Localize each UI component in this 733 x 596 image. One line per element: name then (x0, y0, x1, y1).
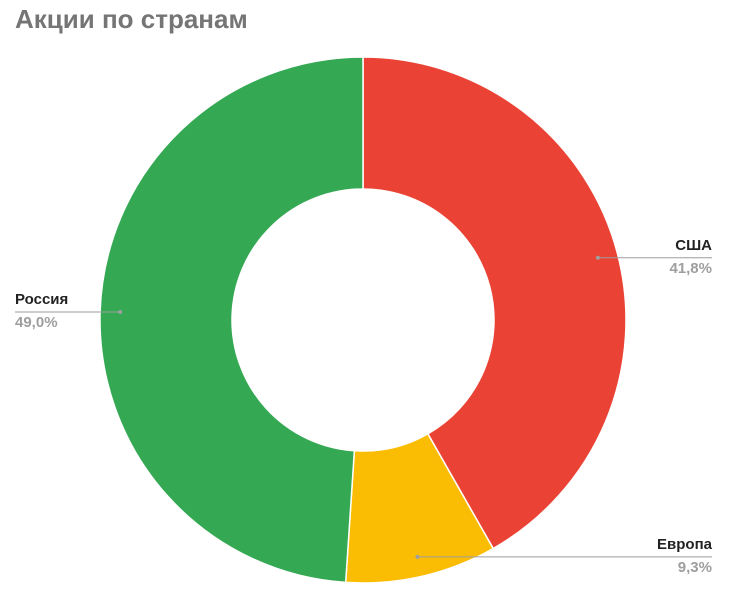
slice (362, 56, 627, 550)
slice-label: США (675, 237, 712, 254)
value-label: 41,8% (669, 260, 712, 277)
slice (99, 56, 364, 584)
leader-dot (118, 309, 123, 314)
chart-title: Акции по странам (15, 4, 248, 34)
value-label: 9,3% (678, 559, 712, 576)
leader-dot (415, 554, 420, 559)
leader-dot (595, 255, 600, 260)
slice-label: Россия (15, 291, 68, 308)
value-label: 49,0% (15, 314, 58, 331)
slice-label: Европа (657, 536, 713, 553)
